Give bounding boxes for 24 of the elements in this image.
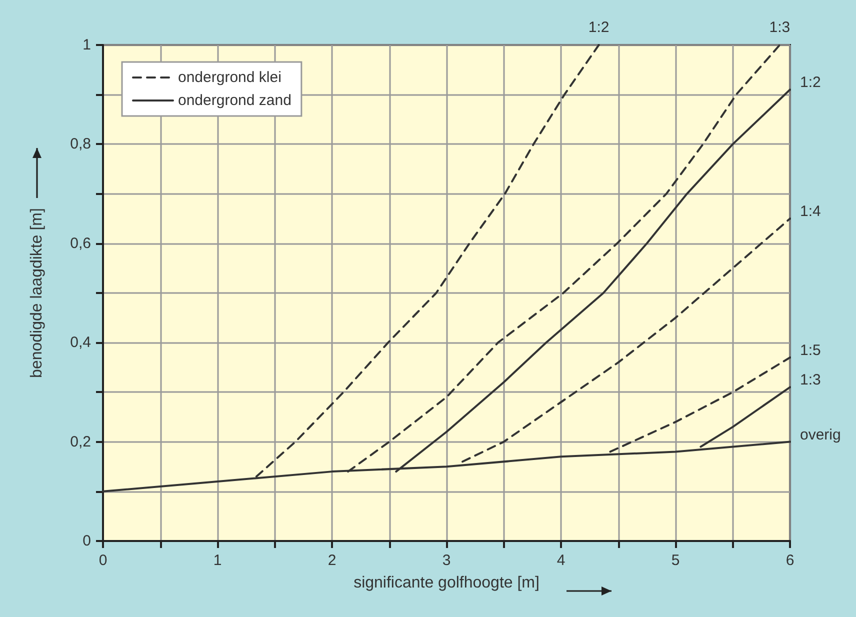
x-tick-label: 4 [556, 552, 566, 569]
annotation: 1:2 [800, 74, 821, 92]
x-tick-label: 3 [442, 552, 451, 569]
legend-label: ondergrond klei [178, 69, 282, 86]
y-tick-label: 0,6 [70, 234, 91, 252]
annotation: 1:5 [800, 342, 821, 359]
y-tick-label: 0,2 [70, 433, 91, 450]
y-tick-label: 0,8 [70, 136, 91, 153]
annotation: 1:2 [588, 19, 610, 36]
x-tick-label: 6 [786, 552, 794, 569]
annotation: 1:4 [800, 203, 821, 220]
y-tick-label: 1 [82, 36, 91, 54]
x-axis-title: significante golfhoogte [m] [354, 574, 540, 592]
y-tick-label: 0,4 [70, 334, 91, 352]
y-axis-title: benodigde laagdikte [m] [28, 208, 46, 378]
annotation: 1:3 [800, 372, 821, 389]
legend-label: ondergrond zand [178, 92, 292, 109]
x-tick-label: 2 [328, 552, 336, 569]
annotation: 1:3 [769, 19, 790, 36]
annotation: overig [800, 426, 841, 444]
x-tick-label: 0 [98, 552, 108, 569]
y-tick-label: 0 [82, 532, 91, 550]
x-tick-label: 5 [671, 552, 680, 569]
x-tick-label: 1 [213, 552, 222, 569]
